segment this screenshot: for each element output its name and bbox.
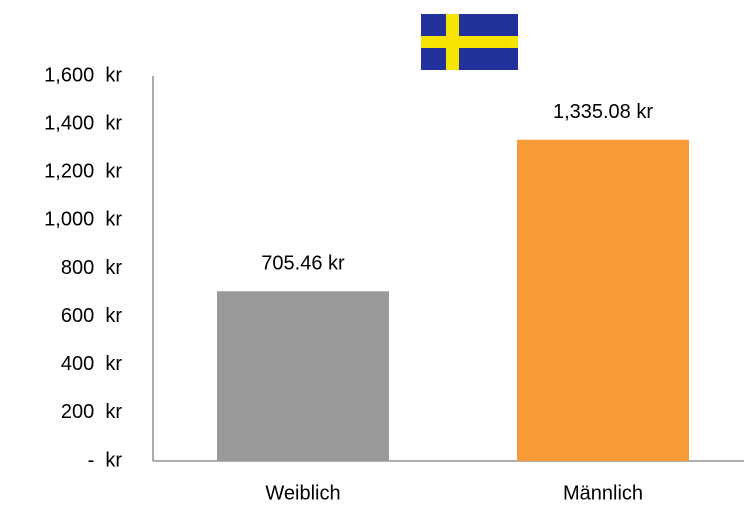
bar — [217, 291, 389, 461]
x-tick-label: Weiblich — [265, 482, 340, 504]
bar — [517, 139, 689, 461]
y-tick-label: 200 kr — [61, 401, 122, 423]
data-label: 705.46 kr — [261, 253, 345, 275]
y-tick-label: 1,000 kr — [44, 209, 122, 231]
y-tick-label: 1,400 kr — [44, 112, 122, 134]
y-tick-label: 800 kr — [61, 257, 122, 279]
y-tick-label: 1,200 kr — [44, 161, 122, 183]
x-tick-label: Männlich — [563, 482, 643, 504]
y-tick-label: 600 kr — [61, 305, 122, 327]
flag — [421, 14, 518, 70]
data-label: 1,335.08 kr — [553, 101, 653, 123]
y-tick-label: 400 kr — [61, 353, 122, 375]
flag-cross — [421, 36, 518, 48]
y-tick-label: - kr — [88, 449, 123, 471]
y-tick-label: 1,600 kr — [44, 64, 122, 86]
